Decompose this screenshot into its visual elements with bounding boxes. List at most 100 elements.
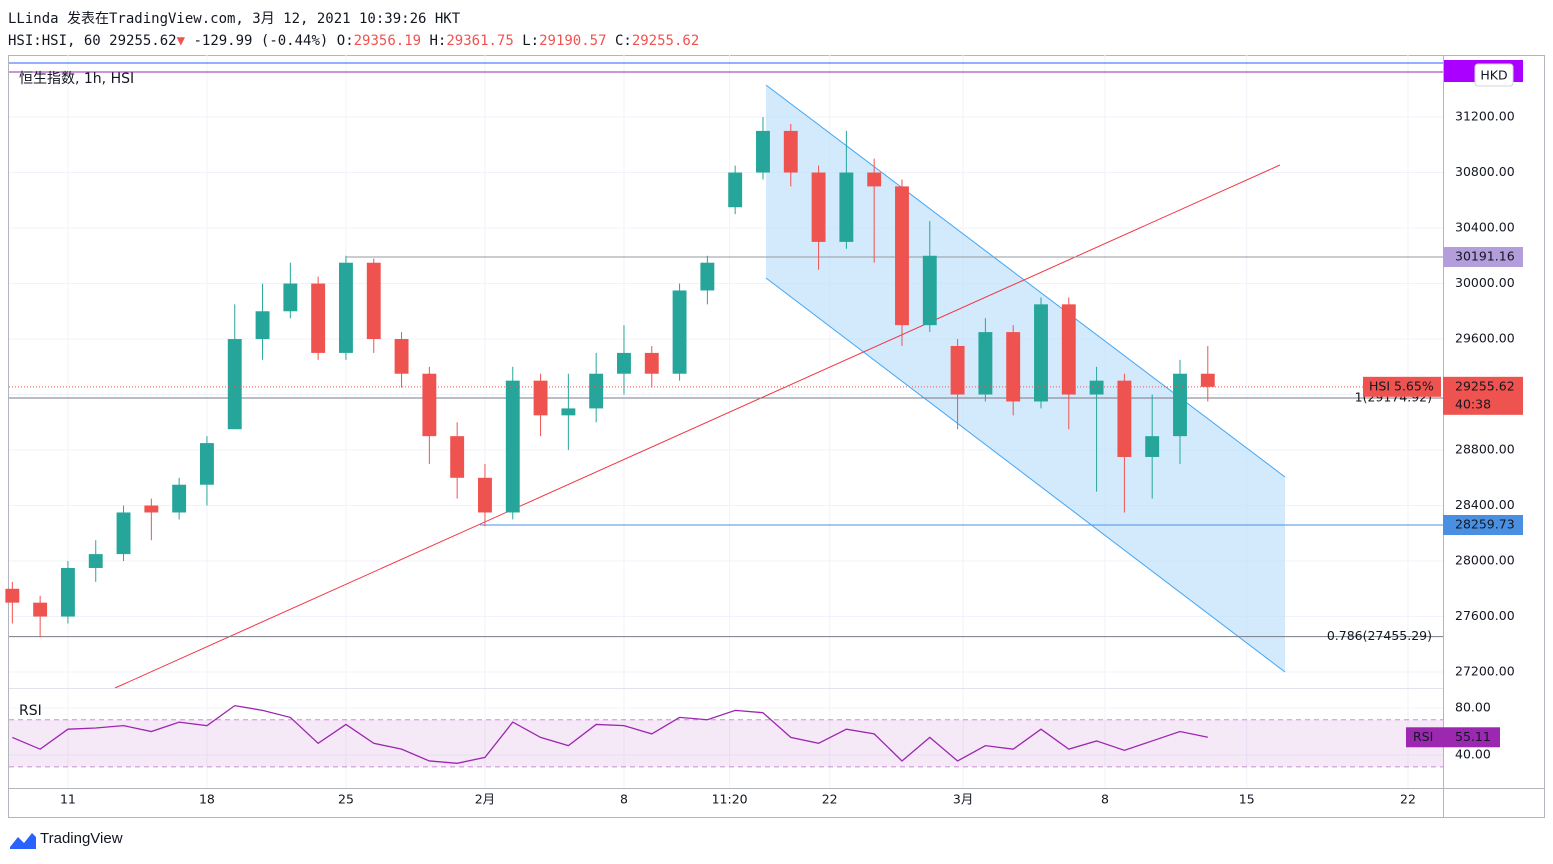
l: 29190.57	[539, 33, 607, 49]
price-tag	[1443, 515, 1523, 536]
channel-edge	[765, 277, 1286, 673]
h-label: H:	[429, 33, 447, 49]
rsi-legend: RSI	[19, 703, 42, 719]
candle-body	[366, 262, 381, 340]
candle-body	[311, 283, 326, 353]
price: 29255.62	[109, 33, 177, 49]
rsi-tag-value: 55.11	[1455, 729, 1491, 744]
y-tick-label: 31200.00	[1455, 109, 1515, 124]
x-tick-label: 18	[199, 792, 215, 807]
candle-body	[728, 172, 743, 208]
candle-body	[978, 332, 993, 395]
y-tick-label: 27600.00	[1455, 608, 1515, 623]
candle-body	[116, 512, 131, 555]
price-tag-label: 28259.73	[1455, 517, 1515, 532]
symbol: HSI:HSI, 60	[8, 33, 101, 49]
x-tick-label: 8	[620, 792, 628, 807]
candle-body	[700, 262, 715, 291]
currency: HKD	[1480, 68, 1507, 83]
candle-body	[644, 352, 659, 374]
header-line: LLinda 发表在TradingView.com, 3月 12, 2021 1…	[8, 11, 461, 27]
candle-body	[950, 345, 965, 395]
header: LLinda 发表在TradingView.com, 3月 12, 2021 1…	[8, 8, 699, 52]
candle-body	[478, 477, 492, 513]
candle-body	[1034, 304, 1048, 402]
candle-body	[672, 290, 687, 374]
y-tick-label: 40.00	[1455, 747, 1491, 762]
legend: 恒生指数, 1h, HSI	[19, 71, 134, 87]
y-tick-label: 28800.00	[1455, 442, 1515, 457]
candle-body	[561, 408, 576, 416]
candle-body	[60, 567, 75, 617]
last-tag-bg	[1443, 376, 1523, 415]
rsi-line	[12, 704, 1208, 764]
y-tick-label: 28000.00	[1455, 553, 1515, 568]
currency-box[interactable]	[1474, 63, 1514, 87]
candle-body	[1200, 373, 1215, 387]
candle-body	[1145, 436, 1160, 457]
h: 29361.75	[446, 33, 514, 49]
y-tick-label: 80.00	[1455, 700, 1491, 715]
change: -129.99 (-0.44%)	[193, 33, 329, 49]
candle-body	[922, 255, 937, 326]
rsi-band	[9, 719, 1443, 767]
l-label: L:	[522, 33, 540, 49]
x-tick-label: 22	[1400, 792, 1416, 807]
price-tag-label: 30191.16	[1455, 249, 1515, 264]
last-tag-countdown: 40:38	[1455, 396, 1491, 411]
candle-body	[255, 311, 270, 340]
candle-body	[617, 352, 631, 374]
trend-line	[114, 164, 1281, 689]
candle-body	[895, 186, 909, 326]
fib-label: 0.786(27455.29)	[1327, 628, 1432, 643]
candle-body	[1173, 373, 1187, 437]
candle-body	[1089, 380, 1104, 395]
logo-shape	[10, 833, 36, 849]
candle-body	[756, 130, 770, 173]
candle-body	[172, 484, 187, 513]
candle-body	[450, 436, 465, 478]
footer: TradingView	[40, 830, 123, 847]
candle-body	[505, 380, 520, 513]
last-tag-name: HSI 5.65%	[1369, 378, 1434, 393]
candle-body	[811, 172, 826, 242]
price-tag	[1443, 247, 1523, 268]
candle-body	[33, 602, 48, 617]
frame	[8, 55, 1545, 818]
candle-body	[422, 373, 437, 437]
candle-body	[867, 172, 882, 187]
y-tick-label: 29600.00	[1455, 331, 1515, 346]
c-label: C:	[614, 33, 632, 49]
c: 29255.62	[631, 33, 700, 49]
x-tick-label: 8	[1101, 792, 1109, 807]
x-tick-label: 11	[60, 792, 76, 807]
rsi-tag-bg	[1406, 727, 1500, 748]
header-ohlc: HSI:HSI, 60 29255.62▼ -129.99 (-0.44%) O…	[8, 30, 699, 52]
last-tag-price: 29255.62	[1455, 378, 1515, 393]
y-tick-label: 28400.00	[1455, 497, 1515, 512]
candle-body	[1117, 380, 1132, 457]
x-tick-label: 3月	[953, 792, 973, 807]
candle-body	[199, 443, 214, 485]
plot: 11 18 25 2月 8 11:20 22 3月 8 15 22 27200.00 27600.00 2…	[5, 109, 1523, 807]
o-label: O:	[336, 33, 354, 49]
y-tick-label: 30000.00	[1455, 275, 1515, 290]
candle-body	[783, 130, 798, 173]
candle-body	[589, 373, 604, 409]
o: 29356.19	[353, 33, 422, 49]
logo	[10, 833, 36, 849]
y-tick-label: 30800.00	[1455, 164, 1515, 179]
x-tick-label: 25	[338, 792, 354, 807]
x-tick-label: 2月	[475, 792, 495, 807]
candle-body	[227, 339, 242, 430]
candle-body	[533, 380, 548, 416]
candle-body	[283, 283, 298, 312]
candle-body	[339, 262, 353, 353]
rsi-tag-name: RSI	[1413, 729, 1433, 744]
candle-body	[1006, 332, 1021, 402]
candle-body	[144, 505, 159, 513]
x-tick-label: 11:20	[712, 792, 748, 807]
y-tick-label: 30400.00	[1455, 220, 1515, 235]
candle-body	[5, 588, 20, 603]
